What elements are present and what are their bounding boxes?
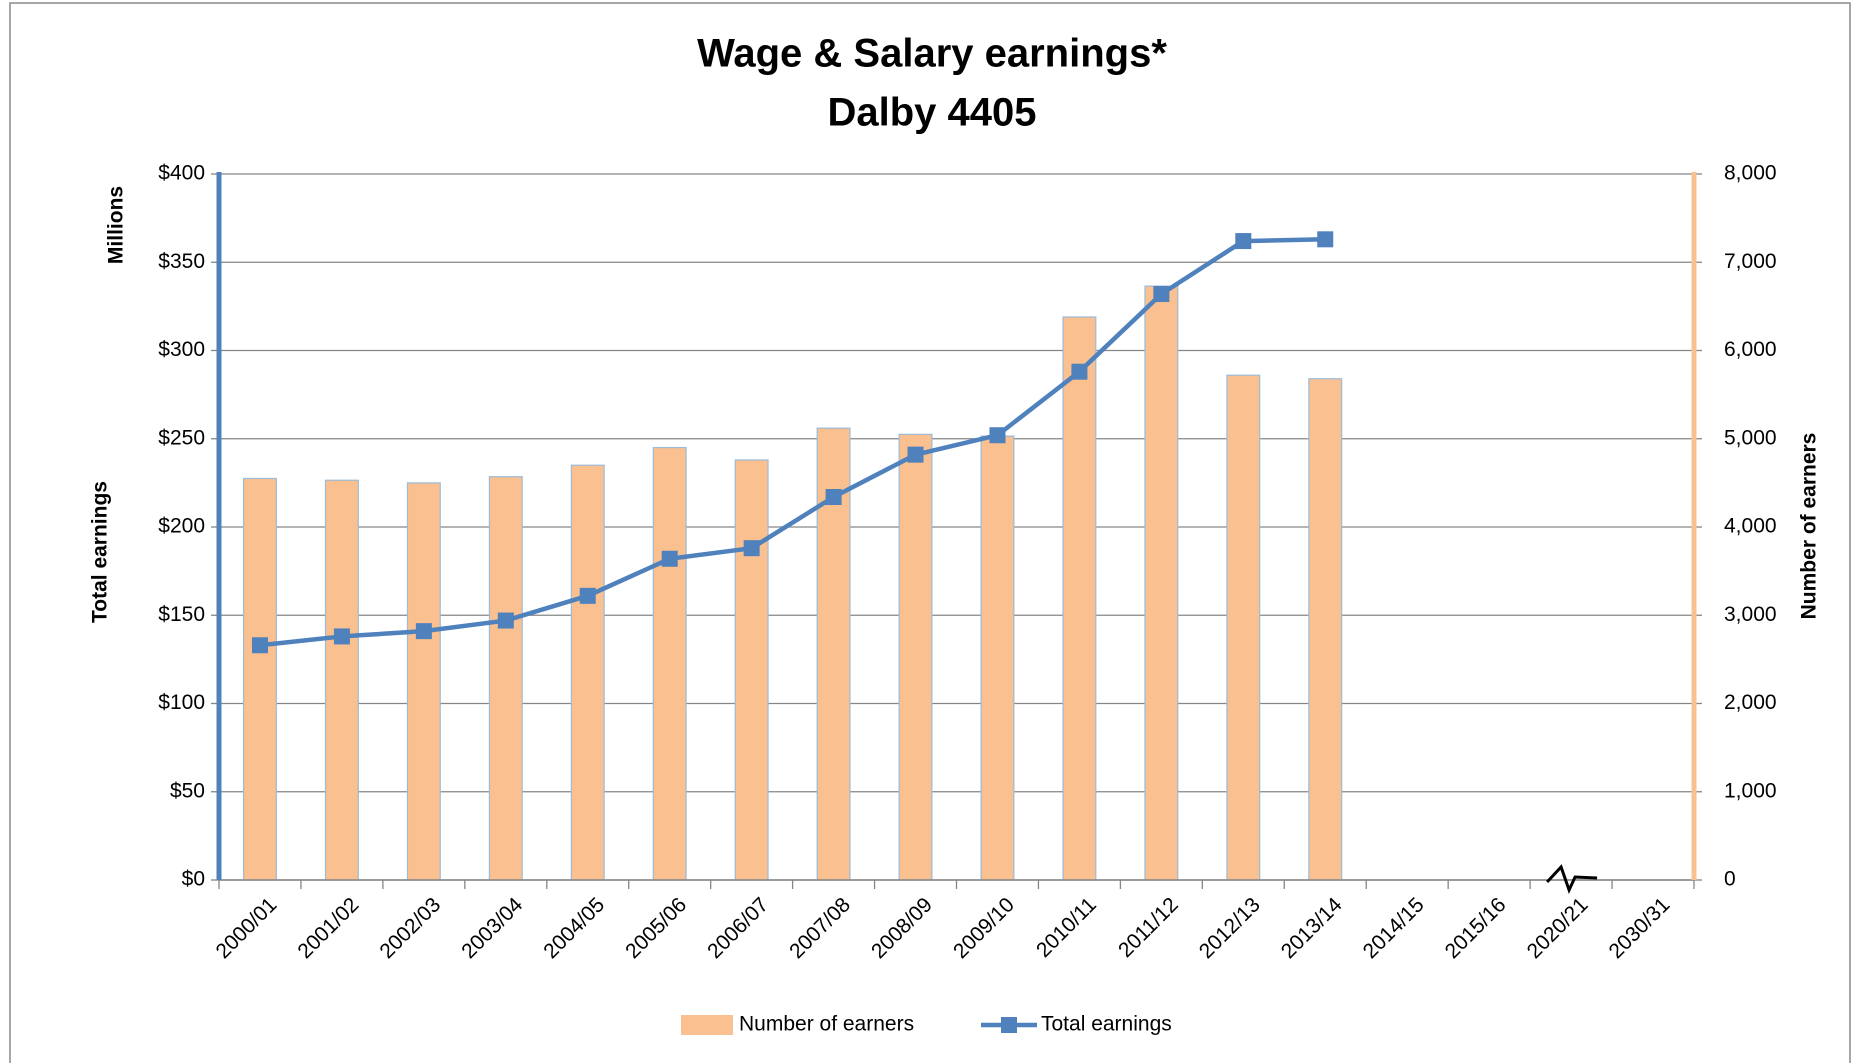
line-marker bbox=[251, 637, 268, 654]
axis-break bbox=[1545, 864, 1598, 895]
y2-tick-label: 4,000 bbox=[1724, 515, 1777, 538]
legend-label: Total earnings bbox=[1041, 1013, 1172, 1036]
x-tick-label: 2009/10 bbox=[949, 893, 1019, 963]
y2-tick-label: 0 bbox=[1724, 868, 1736, 891]
x-tick-label: 2010/11 bbox=[1032, 893, 1101, 962]
line-marker bbox=[579, 587, 596, 604]
line-marker bbox=[1317, 231, 1334, 248]
legend-swatch bbox=[681, 1015, 733, 1035]
line-marker bbox=[1153, 286, 1170, 303]
bar bbox=[1144, 285, 1179, 881]
line-marker bbox=[743, 540, 760, 557]
chart-frame bbox=[9, 2, 1851, 1063]
y-tick-label: $350 bbox=[158, 250, 205, 273]
bar bbox=[242, 477, 277, 881]
bar bbox=[898, 433, 933, 881]
y-axis-title: Total earnings bbox=[89, 481, 112, 623]
y2-tick-label: 7,000 bbox=[1724, 250, 1777, 273]
y-tick-label: $400 bbox=[158, 162, 205, 185]
bar bbox=[406, 482, 441, 881]
x-tick-label: 2000/01 bbox=[211, 893, 281, 963]
x-tick-label: 2020/21 bbox=[1523, 893, 1593, 963]
bar bbox=[980, 435, 1015, 881]
x-tick-label: 2012/13 bbox=[1195, 893, 1265, 963]
bar bbox=[1308, 378, 1343, 881]
bar bbox=[734, 459, 769, 881]
y2-tick-label: 2,000 bbox=[1724, 691, 1777, 714]
line-marker bbox=[825, 488, 842, 505]
line-marker bbox=[415, 623, 432, 640]
y-unit-label: Millions bbox=[105, 186, 128, 264]
x-tick-label: 2030/31 bbox=[1605, 893, 1675, 963]
bar bbox=[1062, 316, 1097, 881]
line-marker bbox=[907, 446, 924, 463]
y-tick-label: $150 bbox=[158, 603, 205, 626]
line-marker bbox=[661, 550, 678, 567]
x-tick-label: 2013/14 bbox=[1277, 893, 1347, 963]
x-tick-label: 2014/15 bbox=[1359, 893, 1429, 963]
x-tick-label: 2007/08 bbox=[785, 893, 855, 963]
line-marker bbox=[497, 612, 514, 629]
x-tick-label: 2011/12 bbox=[1114, 893, 1183, 962]
y-tick-label: $0 bbox=[182, 868, 205, 891]
bar bbox=[652, 446, 687, 881]
y2-tick-label: 8,000 bbox=[1724, 162, 1777, 185]
bar bbox=[488, 476, 523, 881]
legend-label: Number of earners bbox=[739, 1013, 914, 1036]
x-tick-label: 2003/04 bbox=[457, 893, 527, 963]
x-tick-label: 2002/03 bbox=[375, 893, 445, 963]
x-tick-label: 2015/16 bbox=[1441, 893, 1511, 963]
x-tick-label: 2004/05 bbox=[539, 893, 609, 963]
x-tick-label: 2005/06 bbox=[621, 893, 691, 963]
bar bbox=[324, 479, 359, 881]
line-marker bbox=[333, 628, 350, 645]
y-tick-label: $50 bbox=[170, 779, 205, 802]
y2-axis-title: Number of earners bbox=[1798, 433, 1821, 620]
legend-marker bbox=[1001, 1017, 1017, 1033]
x-tick-label: 2008/09 bbox=[867, 893, 937, 963]
y-tick-label: $100 bbox=[158, 691, 205, 714]
x-tick-label: 2006/07 bbox=[703, 893, 773, 963]
bar bbox=[570, 464, 605, 881]
chart-title: Wage & Salary earnings* bbox=[697, 32, 1167, 76]
bar bbox=[1226, 374, 1261, 881]
y-tick-label: $250 bbox=[158, 426, 205, 449]
line-marker bbox=[1235, 233, 1252, 250]
y2-tick-label: 1,000 bbox=[1724, 779, 1777, 802]
line-marker bbox=[1071, 363, 1088, 380]
y2-tick-label: 6,000 bbox=[1724, 338, 1777, 361]
y-tick-label: $200 bbox=[158, 515, 205, 538]
chart-subtitle: Dalby 4405 bbox=[827, 91, 1036, 135]
y-tick-label: $300 bbox=[158, 338, 205, 361]
line bbox=[259, 237, 1326, 648]
line-marker bbox=[989, 427, 1006, 444]
x-tick-label: 2001/02 bbox=[293, 893, 363, 963]
y2-tick-label: 3,000 bbox=[1724, 603, 1777, 626]
y2-tick-label: 5,000 bbox=[1724, 426, 1777, 449]
